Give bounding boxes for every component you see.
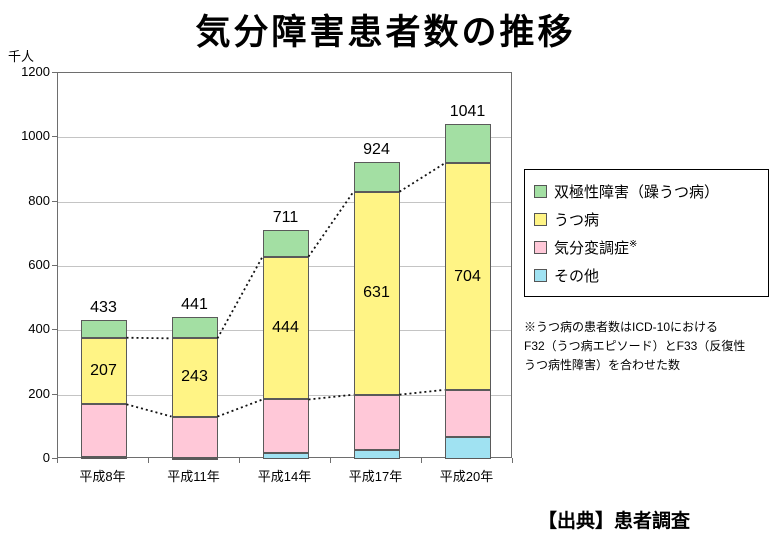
bar-segment xyxy=(80,337,127,405)
bar-segment xyxy=(353,449,400,459)
x-axis-tick xyxy=(148,458,149,463)
connector-line xyxy=(126,336,172,340)
legend-label-superscript: ※ xyxy=(629,238,638,250)
bar-segment xyxy=(353,191,400,395)
segment-value-label: 243 xyxy=(181,368,208,386)
bar-segment xyxy=(171,416,218,458)
segment-value-label: 631 xyxy=(363,284,390,302)
bar-segment xyxy=(353,161,400,192)
legend-swatch xyxy=(534,212,547,226)
bar-segment xyxy=(444,437,491,459)
legend-swatch xyxy=(534,268,547,282)
legend-item: 双極性障害（躁うつ病） xyxy=(534,177,759,205)
x-axis: 平成8年 平成11年 平成14年 平成17年 平成20年 xyxy=(57,462,512,484)
legend-label: 気分変調症※ xyxy=(554,238,638,257)
y-axis-tick xyxy=(52,200,57,202)
connector-line xyxy=(399,162,445,193)
bar-total-label: 1041 xyxy=(449,103,486,121)
x-axis-tick xyxy=(512,458,513,463)
y-axis-tick-label: 400 xyxy=(28,321,50,337)
connector-line xyxy=(217,398,263,418)
source-label: 【出典】患者調査 xyxy=(538,511,691,532)
legend-label: うつ病 xyxy=(554,211,600,229)
x-axis-category-label: 平成20年 xyxy=(439,469,494,484)
bar-segment xyxy=(262,453,309,459)
y-axis-tick-label: 800 xyxy=(28,192,50,208)
segment-value-label: 444 xyxy=(272,319,299,337)
y-axis-tick xyxy=(52,72,57,73)
bar-segment xyxy=(171,317,218,339)
segment-value-label: 207 xyxy=(90,362,117,380)
bar-total-label: 433 xyxy=(90,298,117,316)
x-axis-category-label: 平成17年 xyxy=(348,469,403,484)
legend-swatch xyxy=(534,240,547,254)
footnote: ※うつ病の患者数はICD-10における F32（うつ病エピソード）とF33（反復… xyxy=(524,320,746,373)
y-axis-tick xyxy=(52,329,57,331)
y-axis-tick xyxy=(52,458,57,459)
bar-total-label: 924 xyxy=(363,140,390,158)
y-axis-tick-label: 600 xyxy=(28,257,50,272)
bar-segment xyxy=(444,163,491,390)
gridline xyxy=(58,201,511,203)
y-axis-tick-label: 0 xyxy=(42,450,50,465)
bar-segment xyxy=(80,319,127,338)
bar-segment xyxy=(80,404,127,458)
legend-label: その他 xyxy=(554,267,600,285)
segment-value-label: 704 xyxy=(454,267,481,285)
y-axis-tick-label: 1000 xyxy=(21,128,50,144)
bar-segment xyxy=(444,389,491,438)
y-axis: 0 200 400 600 800 1000 1200 xyxy=(0,64,50,465)
x-axis-category-label: 平成14年 xyxy=(257,469,312,484)
y-axis-tick-label: 1200 xyxy=(21,64,50,79)
gridline xyxy=(58,137,511,139)
x-axis-tick xyxy=(57,458,58,463)
x-axis-tick xyxy=(330,458,331,463)
y-axis-tick xyxy=(52,136,57,138)
legend-item: その他 xyxy=(534,261,759,289)
y-axis-unit-label: 千人 xyxy=(8,49,35,64)
y-axis-tick-label: 200 xyxy=(28,385,50,401)
x-axis-category-label: 平成11年 xyxy=(167,469,220,484)
x-axis-tick xyxy=(421,458,422,463)
legend-item: 気分変調症※ xyxy=(534,233,759,261)
bar-segment xyxy=(444,124,491,164)
x-axis-tick xyxy=(239,458,240,463)
x-axis-category-label: 平成8年 xyxy=(79,469,126,484)
bar-segment xyxy=(262,399,309,454)
y-axis-tick xyxy=(52,393,57,395)
bar-segment xyxy=(171,338,218,417)
bar-segment xyxy=(171,457,218,460)
bar-total-label: 441 xyxy=(181,296,208,314)
plot-area: 207 433 243 441 444 711 631 924 704 1041 xyxy=(57,72,512,460)
legend-item: うつ病 xyxy=(534,205,759,233)
bar-total-label: 711 xyxy=(272,209,299,227)
bar-segment xyxy=(353,394,400,450)
legend-label: 双極性障害（躁うつ病） xyxy=(554,183,720,201)
legend-swatch xyxy=(534,184,547,198)
y-axis-tick xyxy=(52,265,57,266)
chart-title: 気分障害患者数の推移 xyxy=(195,13,576,52)
bar-segment xyxy=(262,230,309,257)
bar-segment xyxy=(80,457,127,460)
legend: 双極性障害（躁うつ病） うつ病気分変調症※ その他 xyxy=(524,169,769,297)
connector-line xyxy=(126,403,172,418)
